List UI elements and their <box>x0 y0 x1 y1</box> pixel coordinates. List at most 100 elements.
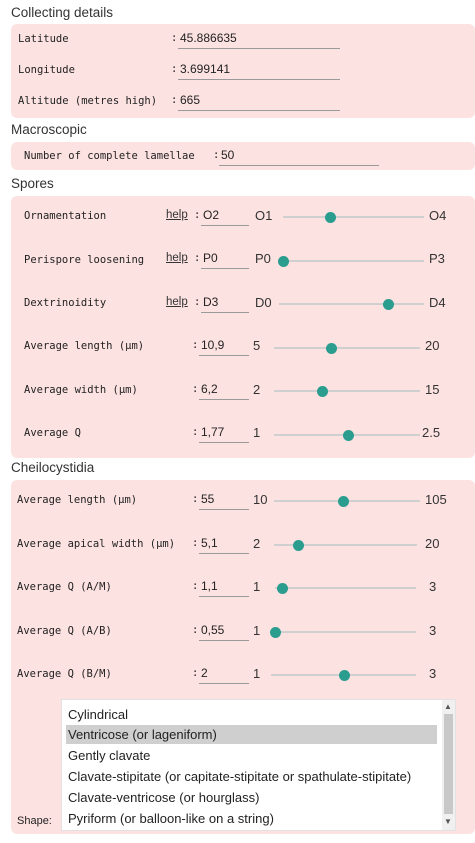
spore-q-slider-thumb[interactable] <box>343 430 355 441</box>
latitude-label: Latitude <box>18 33 69 45</box>
lamellae-input[interactable]: 50 <box>219 148 379 166</box>
cheilo-q-bm-min: 1 <box>253 666 261 681</box>
cheilo-length-input[interactable]: 55 <box>199 492 249 510</box>
ornamentation-slider-thumb[interactable] <box>324 212 336 223</box>
spore-width-slider-thumb[interactable] <box>317 386 329 397</box>
longitude-input[interactable]: 3.699141 <box>178 62 340 80</box>
collecting-details-panel: Latitude : 45.886635 Longitude : 3.69914… <box>11 24 475 118</box>
shape-listbox[interactable]: Cylindrical Ventricose (or lageniform) G… <box>61 699 456 831</box>
cheilo-apical-width-max: 20 <box>425 536 440 551</box>
ornamentation-max: O4 <box>429 208 447 223</box>
spore-length-max: 20 <box>425 338 440 353</box>
altitude-colon: : <box>171 94 178 106</box>
cheilo-q-am-slider-thumb[interactable] <box>277 583 289 594</box>
spore-width-label: Average width (µm) <box>24 384 138 396</box>
latitude-colon: : <box>171 32 178 44</box>
spore-q-slider[interactable] <box>274 430 420 441</box>
spore-width-slider[interactable] <box>274 386 420 397</box>
cheilo-length-colon: : <box>192 493 199 505</box>
shape-option-gently-clavate[interactable]: Gently clavate <box>68 748 151 763</box>
shape-option-clavate-stipitate[interactable]: Clavate-stipitate (or capitate-stipitate… <box>68 769 412 784</box>
spore-length-label: Average length (µm) <box>24 340 145 352</box>
cheilo-q-am-max: 3 <box>429 579 437 594</box>
spore-q-max: 2.5 <box>422 425 441 440</box>
cheilo-q-ab-slider-thumb[interactable] <box>270 627 281 638</box>
cheilo-q-ab-min: 1 <box>253 623 261 638</box>
shape-label: Shape: <box>17 815 52 827</box>
cheilo-q-ab-slider[interactable] <box>270 627 416 638</box>
perispore-help-link[interactable]: help <box>166 252 188 264</box>
altitude-input[interactable]: 665 <box>178 93 340 111</box>
ornamentation-label: Ornamentation <box>24 210 107 222</box>
cheilocystidia-title: Cheilocystidia <box>11 460 95 475</box>
shape-option-cylindrical[interactable]: Cylindrical <box>68 707 128 722</box>
spores-panel: Ornamentation help : O2 O1 O4 Perispore … <box>11 196 475 458</box>
macroscopic-panel: Number of complete lamellae : 50 <box>11 142 475 170</box>
shape-option-ventricose[interactable]: Ventricose (or lageniform) <box>66 725 437 744</box>
dextrinoidity-min: D0 <box>255 295 272 310</box>
cheilo-length-max: 105 <box>425 492 447 507</box>
perispore-slider[interactable] <box>278 256 424 267</box>
lamellae-label: Number of complete lamellae <box>24 150 195 162</box>
cheilo-apical-width-slider[interactable] <box>274 540 417 551</box>
cheilo-length-min: 10 <box>253 492 268 507</box>
shape-listbox-scrollbar[interactable]: ▲ ▼ <box>442 700 455 830</box>
cheilo-apical-width-input[interactable]: 5,1 <box>199 536 249 554</box>
latitude-input[interactable]: 45.886635 <box>178 31 340 49</box>
lamellae-colon: : <box>213 149 220 161</box>
perispore-max: P3 <box>429 251 445 266</box>
shape-option-pyriform[interactable]: Pyriform (or balloon-like on a string) <box>68 811 274 826</box>
spore-width-max: 15 <box>425 382 440 397</box>
altitude-label: Altitude (metres high) <box>18 95 158 107</box>
cheilo-q-ab-max: 3 <box>429 623 437 638</box>
cheilo-q-bm-slider[interactable] <box>271 670 416 681</box>
ornamentation-colon: : <box>194 209 201 221</box>
ornamentation-input[interactable]: O2 <box>201 208 249 226</box>
cheilo-q-bm-slider-thumb[interactable] <box>338 670 350 681</box>
spore-width-input[interactable]: 6,2 <box>199 382 249 400</box>
spore-width-colon: : <box>192 383 199 395</box>
spore-q-input[interactable]: 1,77 <box>199 425 249 443</box>
spore-width-min: 2 <box>253 382 261 397</box>
cheilo-q-am-input[interactable]: 1,1 <box>199 579 249 597</box>
dextrinoidity-help-link[interactable]: help <box>166 296 188 308</box>
cheilo-q-ab-colon: : <box>192 624 199 636</box>
macroscopic-title: Macroscopic <box>11 122 87 137</box>
cheilo-apical-width-label: Average apical width (µm) <box>17 538 176 550</box>
longitude-label: Longitude <box>18 64 75 76</box>
dextrinoidity-label: Dextrinoidity <box>24 297 107 309</box>
cheilo-q-ab-label: Average Q (A/B) <box>17 625 112 637</box>
spore-length-slider[interactable] <box>274 343 420 354</box>
cheilo-q-am-slider[interactable] <box>275 583 416 594</box>
dextrinoidity-colon: : <box>194 296 201 308</box>
chevron-down-icon[interactable]: ▼ <box>444 817 452 826</box>
cheilo-apical-width-colon: : <box>192 537 199 549</box>
spore-length-input[interactable]: 10,9 <box>199 338 249 356</box>
dextrinoidity-input[interactable]: D3 <box>201 295 249 313</box>
spore-length-slider-thumb[interactable] <box>325 343 337 354</box>
dextrinoidity-slider-thumb[interactable] <box>382 299 394 310</box>
cheilo-q-ab-input[interactable]: 0,55 <box>199 623 249 641</box>
dextrinoidity-max: D4 <box>429 295 446 310</box>
cheilo-q-bm-input[interactable]: 2 <box>199 666 249 684</box>
cheilo-apical-width-slider-thumb[interactable] <box>293 540 305 551</box>
cheilo-length-label: Average length (µm) <box>17 494 138 506</box>
perispore-input[interactable]: P0 <box>201 251 249 269</box>
spore-q-colon: : <box>192 426 199 438</box>
dextrinoidity-slider[interactable] <box>279 299 424 310</box>
cheilo-q-bm-max: 3 <box>429 666 437 681</box>
spores-title: Spores <box>11 176 54 191</box>
ornamentation-help-link[interactable]: help <box>166 209 188 221</box>
cheilo-length-slider-thumb[interactable] <box>337 496 349 507</box>
scrollbar-thumb[interactable] <box>444 714 453 814</box>
perispore-label: Perispore loosening <box>24 254 145 266</box>
shape-option-clavate-ventricose[interactable]: Clavate-ventricose (or hourglass) <box>68 790 260 805</box>
cheilo-q-am-label: Average Q (A/M) <box>17 581 112 593</box>
cheilo-q-bm-label: Average Q (B/M) <box>17 668 112 680</box>
cheilo-apical-width-min: 2 <box>253 536 261 551</box>
cheilo-length-slider[interactable] <box>274 496 420 507</box>
cheilo-q-bm-colon: : <box>192 667 199 679</box>
ornamentation-slider[interactable] <box>283 212 424 223</box>
chevron-up-icon[interactable]: ▲ <box>444 702 452 711</box>
perispore-slider-thumb[interactable] <box>278 256 289 267</box>
